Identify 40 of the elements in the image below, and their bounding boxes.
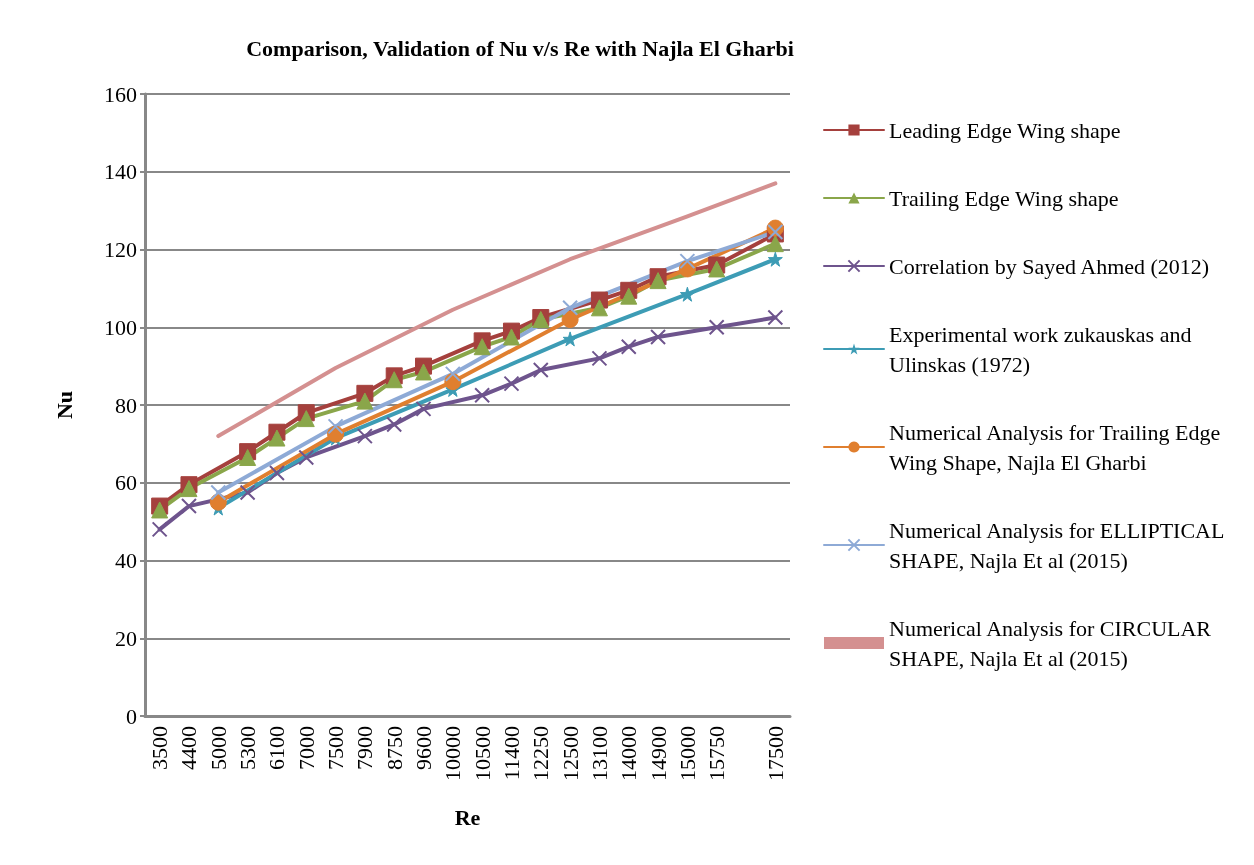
y-tick-label: 160 xyxy=(104,81,137,107)
x-tick-label: 13100 xyxy=(586,726,612,781)
legend-label: Correlation by Sayed Ahmed (2012) xyxy=(889,253,1210,279)
x-tick-label: 5300 xyxy=(235,726,261,770)
x-tick-label: 10500 xyxy=(469,726,495,781)
x-tick-label: 3500 xyxy=(147,726,173,770)
legend-label: Leading Edge Wing shape xyxy=(889,117,1121,143)
x-tick-label: 7900 xyxy=(352,726,378,770)
x-tick-label: 8750 xyxy=(381,726,407,770)
x-tick-label: 11400 xyxy=(498,726,524,781)
y-tick-label: 20 xyxy=(115,625,137,651)
x-tick-label: 6100 xyxy=(264,726,290,770)
y-tick-label: 40 xyxy=(115,548,137,573)
x-tick-label: 9600 xyxy=(411,726,437,770)
y-tick-label: 120 xyxy=(104,237,137,262)
x-tick-label: 14000 xyxy=(616,726,642,781)
legend-label: Numerical Analysis for CIRCULAR SHAPE, Najla Et al (2015) xyxy=(889,615,1217,671)
y-tick-label: 80 xyxy=(115,392,137,418)
x-tick-label: 7000 xyxy=(293,726,319,770)
x-tick-label: 10000 xyxy=(440,726,466,781)
x-tick-label: 17500 xyxy=(762,726,788,781)
y-tick-label: 100 xyxy=(104,314,137,340)
y-tick-label: 0 xyxy=(126,703,137,729)
y-tick-label: 60 xyxy=(115,470,137,496)
legend-label: Trailing Edge Wing shape xyxy=(889,185,1119,211)
legend-label: Experimental work zukauskas and Ulinskas (1972) xyxy=(889,321,1197,377)
y-axis-title: Nu xyxy=(51,390,77,420)
x-tick-label: 12500 xyxy=(557,726,583,781)
x-tick-label: 7500 xyxy=(323,726,349,770)
legend-label: Numerical Analysis for Trailing Edge Wing Shape, Najla El Gharbi xyxy=(889,419,1226,475)
x-axis-title: Re xyxy=(454,804,481,830)
x-tick-label: 12250 xyxy=(528,726,554,781)
x-tick-label: 5000 xyxy=(205,726,231,770)
chart-title: Comparison, Validation of Nu v/s Re with Najla El Gharbi xyxy=(246,35,794,61)
x-tick-label: 4400 xyxy=(176,726,202,770)
x-tick-label: 15750 xyxy=(704,726,730,781)
x-tick-label: 14900 xyxy=(645,726,671,781)
legend-label: Numerical Analysis for ELLIPTICAL SHAPE, Najla Et al (2015) xyxy=(889,517,1230,573)
y-tick-label: 140 xyxy=(104,159,137,185)
x-tick-label: 15000 xyxy=(674,726,700,781)
